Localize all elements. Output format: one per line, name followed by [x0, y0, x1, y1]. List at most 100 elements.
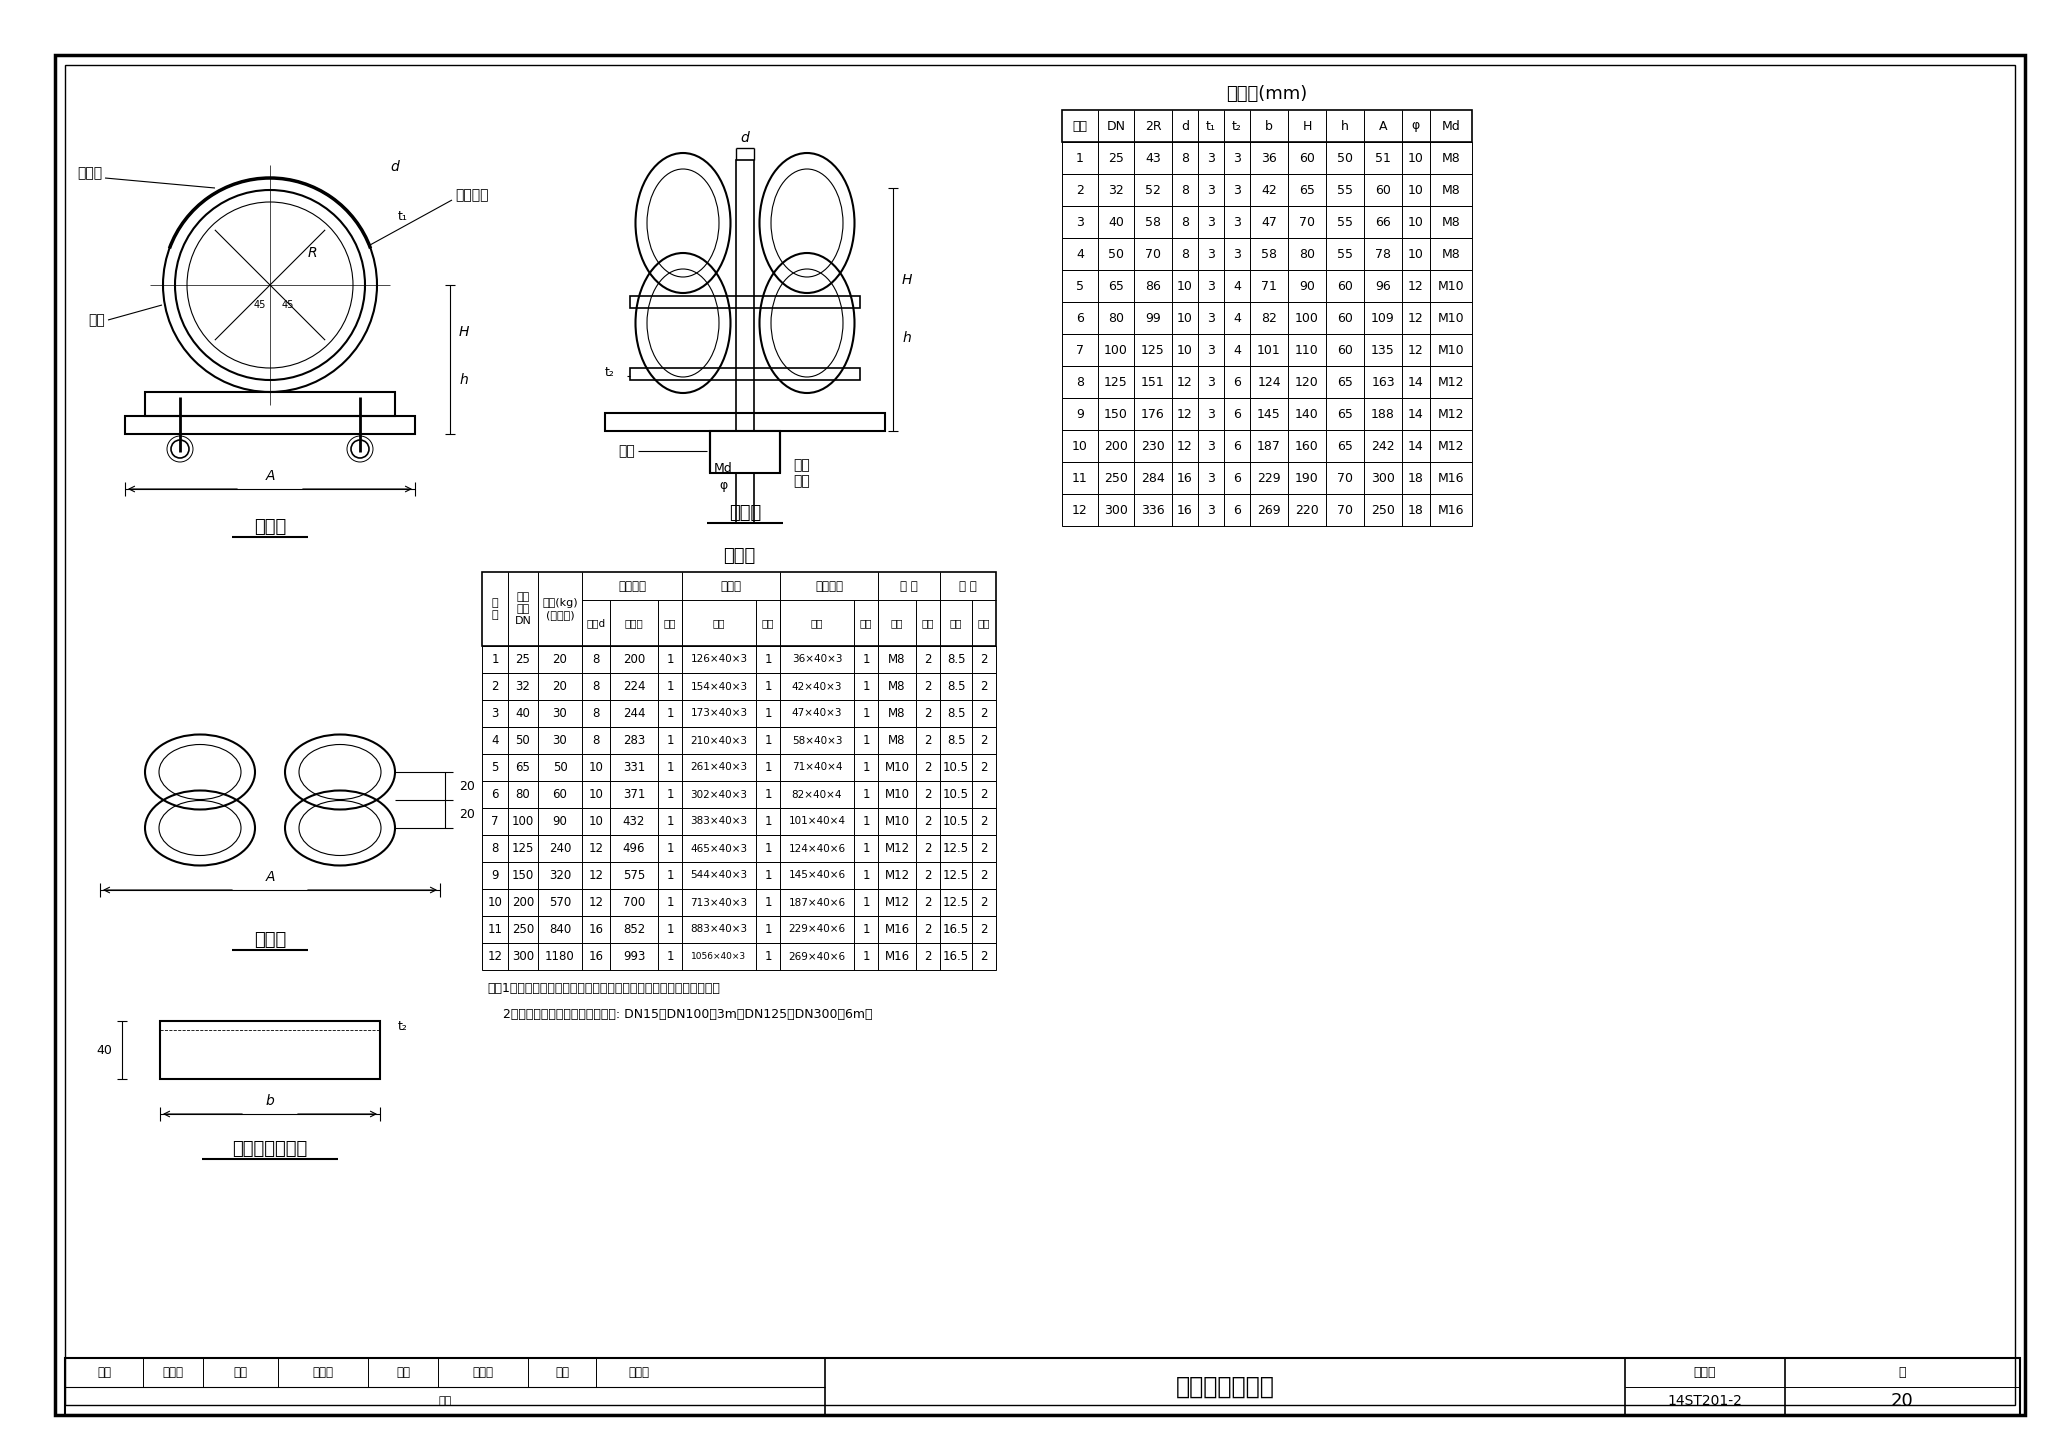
- Bar: [481, 808, 995, 834]
- Text: 8: 8: [492, 842, 498, 855]
- Text: 82: 82: [1262, 311, 1278, 324]
- Text: 200: 200: [512, 897, 535, 910]
- Text: 173×40×3: 173×40×3: [690, 709, 748, 719]
- Text: A: A: [1378, 120, 1386, 133]
- Text: 40: 40: [516, 707, 530, 720]
- Text: 187: 187: [1257, 440, 1280, 453]
- Text: 10.5: 10.5: [942, 788, 969, 801]
- Bar: [145, 392, 395, 416]
- Text: 6: 6: [1233, 376, 1241, 389]
- Text: 内径: 内径: [950, 617, 963, 628]
- Text: 8: 8: [1075, 376, 1083, 389]
- Text: 852: 852: [623, 923, 645, 936]
- Text: 1: 1: [862, 897, 870, 910]
- Text: 1: 1: [764, 707, 772, 720]
- Text: M16: M16: [885, 923, 909, 936]
- Text: 支架: 支架: [618, 444, 635, 458]
- Text: 45: 45: [254, 299, 266, 309]
- Text: 橡胶板: 橡胶板: [78, 166, 102, 179]
- Text: 1: 1: [862, 816, 870, 829]
- Text: 2: 2: [981, 788, 987, 801]
- Text: 材料表: 材料表: [723, 547, 756, 565]
- Text: M16: M16: [1438, 503, 1464, 516]
- Text: 65: 65: [1108, 279, 1124, 292]
- Bar: [481, 700, 995, 727]
- Text: 283: 283: [623, 735, 645, 748]
- Text: 2: 2: [924, 842, 932, 855]
- Text: 平面图: 平面图: [254, 931, 287, 949]
- Text: 9: 9: [492, 869, 500, 882]
- Bar: [481, 889, 995, 915]
- Text: 8.5: 8.5: [946, 680, 965, 693]
- Text: 3: 3: [1233, 152, 1241, 165]
- Text: M12: M12: [885, 897, 909, 910]
- Text: 展开长: 展开长: [625, 617, 643, 628]
- Text: 2: 2: [924, 897, 932, 910]
- Text: 145: 145: [1257, 408, 1280, 421]
- Text: 10.5: 10.5: [942, 816, 969, 829]
- Text: 32: 32: [516, 680, 530, 693]
- Text: 毛林恩: 毛林恩: [629, 1366, 649, 1378]
- Text: M8: M8: [1442, 152, 1460, 165]
- Text: 2: 2: [924, 923, 932, 936]
- Text: 80: 80: [1298, 247, 1315, 260]
- Text: 公称
直径
DN: 公称 直径 DN: [514, 593, 530, 626]
- Text: 12: 12: [1409, 344, 1423, 357]
- Text: 544×40×3: 544×40×3: [690, 870, 748, 881]
- Text: 3: 3: [1206, 215, 1214, 228]
- Text: M8: M8: [1442, 215, 1460, 228]
- Circle shape: [170, 440, 188, 458]
- Bar: [604, 414, 885, 431]
- Text: 12: 12: [588, 897, 604, 910]
- Text: 11: 11: [1071, 471, 1087, 484]
- Text: 220: 220: [1294, 503, 1319, 516]
- Text: 1: 1: [862, 869, 870, 882]
- Text: 3: 3: [1206, 440, 1214, 453]
- Bar: [481, 834, 995, 862]
- Text: M8: M8: [889, 654, 905, 667]
- Text: 垫 圈: 垫 圈: [958, 580, 977, 593]
- Text: 校对: 校对: [233, 1366, 248, 1378]
- Text: 2: 2: [981, 707, 987, 720]
- Text: 张光碍: 张光碍: [313, 1366, 334, 1378]
- Text: 2: 2: [924, 654, 932, 667]
- Text: M16: M16: [1438, 471, 1464, 484]
- Text: 橡胶板: 橡胶板: [721, 580, 741, 593]
- Text: t₂: t₂: [604, 366, 614, 379]
- Text: 320: 320: [549, 869, 571, 882]
- Text: 1: 1: [666, 761, 674, 774]
- Text: 300: 300: [1370, 471, 1395, 484]
- Text: 65: 65: [1298, 184, 1315, 197]
- Text: 件数: 件数: [664, 617, 676, 628]
- Text: 1: 1: [862, 788, 870, 801]
- Text: M12: M12: [1438, 440, 1464, 453]
- Text: 11: 11: [487, 923, 502, 936]
- Text: 1: 1: [764, 897, 772, 910]
- Text: 1: 1: [764, 680, 772, 693]
- Text: 110: 110: [1294, 344, 1319, 357]
- Text: 80: 80: [1108, 311, 1124, 324]
- Bar: [1063, 495, 1473, 526]
- Bar: [711, 431, 780, 473]
- Text: 块数: 块数: [762, 617, 774, 628]
- Bar: [1063, 366, 1473, 398]
- Text: 7: 7: [1075, 344, 1083, 357]
- Text: 8: 8: [592, 654, 600, 667]
- Text: 86: 86: [1145, 279, 1161, 292]
- Text: 10: 10: [1409, 247, 1423, 260]
- Text: Md: Md: [1442, 120, 1460, 133]
- Text: 8.5: 8.5: [946, 707, 965, 720]
- Text: M10: M10: [1438, 311, 1464, 324]
- Text: M8: M8: [1442, 247, 1460, 260]
- Text: 1: 1: [666, 950, 674, 963]
- Text: 126×40×3: 126×40×3: [690, 655, 748, 665]
- Text: DN: DN: [1106, 120, 1126, 133]
- Text: 3: 3: [1206, 503, 1214, 516]
- Text: 3: 3: [1233, 247, 1241, 260]
- Text: 78: 78: [1374, 247, 1391, 260]
- Text: 14: 14: [1409, 408, 1423, 421]
- Text: 12: 12: [487, 950, 502, 963]
- Bar: [481, 727, 995, 753]
- Text: 9: 9: [1075, 408, 1083, 421]
- Text: 6: 6: [1233, 440, 1241, 453]
